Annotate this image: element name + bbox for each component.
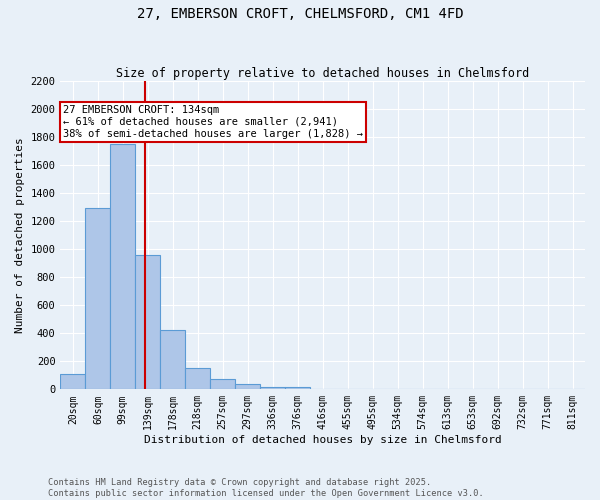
Bar <box>160 330 185 390</box>
X-axis label: Distribution of detached houses by size in Chelmsford: Distribution of detached houses by size … <box>144 435 502 445</box>
Bar <box>61 374 85 390</box>
Bar <box>136 254 160 390</box>
Bar <box>185 368 210 390</box>
Bar <box>285 387 310 390</box>
Text: 27 EMBERSON CROFT: 134sqm
← 61% of detached houses are smaller (2,941)
38% of se: 27 EMBERSON CROFT: 134sqm ← 61% of detac… <box>63 106 363 138</box>
Bar <box>235 384 260 390</box>
Y-axis label: Number of detached properties: Number of detached properties <box>15 137 25 333</box>
Bar <box>260 386 285 390</box>
Bar <box>210 379 235 390</box>
Text: Contains HM Land Registry data © Crown copyright and database right 2025.
Contai: Contains HM Land Registry data © Crown c… <box>48 478 484 498</box>
Bar <box>85 208 110 390</box>
Text: 27, EMBERSON CROFT, CHELMSFORD, CM1 4FD: 27, EMBERSON CROFT, CHELMSFORD, CM1 4FD <box>137 8 463 22</box>
Title: Size of property relative to detached houses in Chelmsford: Size of property relative to detached ho… <box>116 66 529 80</box>
Bar <box>110 144 136 390</box>
